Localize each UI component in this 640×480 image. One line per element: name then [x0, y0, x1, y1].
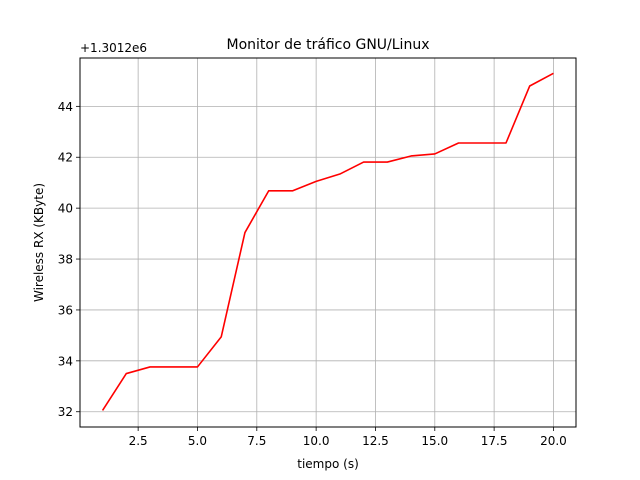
y-tick-label: 32 — [58, 405, 73, 419]
y-offset-label: +1.3012e6 — [80, 41, 147, 55]
y-tick-label: 34 — [58, 354, 73, 368]
x-tick-label: 7.5 — [247, 434, 266, 448]
axes-frame — [79, 57, 577, 428]
x-axis-ticks: 2.5 5.0 7.5 10.0 12.5 15.0 17.5 20.0 — [129, 427, 567, 448]
y-tick-label: 40 — [58, 202, 73, 216]
x-tick-label: 17.5 — [481, 434, 508, 448]
y-tick-label: 44 — [58, 100, 73, 114]
y-tick-label: 36 — [58, 303, 73, 317]
x-tick-label: 2.5 — [129, 434, 148, 448]
x-tick-label: 20.0 — [540, 434, 567, 448]
x-tick-label: 10.0 — [303, 434, 330, 448]
y-axis-label: Wireless RX (KByte) — [32, 183, 46, 302]
x-tick-label: 15.0 — [421, 434, 448, 448]
x-tick-label: 5.0 — [188, 434, 207, 448]
chart-title: Monitor de tráfico GNU/Linux — [227, 37, 430, 53]
x-tick-label: 12.5 — [362, 434, 389, 448]
y-tick-label: 42 — [58, 151, 73, 165]
y-tick-label: 38 — [58, 253, 73, 267]
grid — [80, 58, 576, 427]
series-line — [101, 72, 554, 411]
series-layer — [101, 72, 554, 411]
y-axis-ticks: 32 34 36 38 40 42 44 — [58, 100, 80, 419]
x-axis-label: tiempo (s) — [297, 457, 359, 471]
